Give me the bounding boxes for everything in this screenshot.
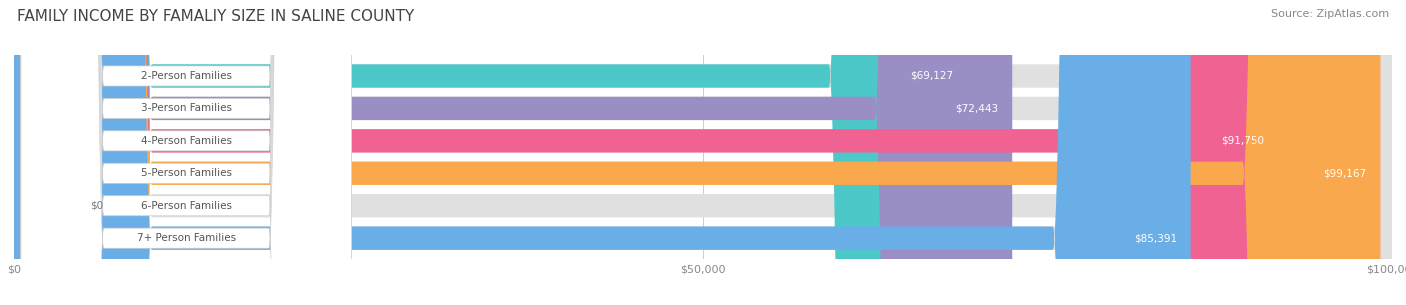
- FancyBboxPatch shape: [21, 0, 351, 305]
- Text: 2-Person Families: 2-Person Families: [141, 71, 232, 81]
- Text: $69,127: $69,127: [910, 71, 953, 81]
- FancyBboxPatch shape: [21, 0, 351, 305]
- FancyBboxPatch shape: [14, 0, 1392, 305]
- FancyBboxPatch shape: [14, 0, 62, 305]
- Text: $91,750: $91,750: [1222, 136, 1264, 146]
- FancyBboxPatch shape: [21, 0, 351, 305]
- FancyBboxPatch shape: [21, 0, 351, 305]
- Text: 7+ Person Families: 7+ Person Families: [136, 233, 236, 243]
- Text: Source: ZipAtlas.com: Source: ZipAtlas.com: [1271, 9, 1389, 19]
- FancyBboxPatch shape: [14, 0, 1392, 305]
- FancyBboxPatch shape: [14, 0, 1381, 305]
- Text: 4-Person Families: 4-Person Families: [141, 136, 232, 146]
- FancyBboxPatch shape: [21, 0, 351, 305]
- Text: FAMILY INCOME BY FAMALIY SIZE IN SALINE COUNTY: FAMILY INCOME BY FAMALIY SIZE IN SALINE …: [17, 9, 415, 24]
- FancyBboxPatch shape: [14, 0, 1392, 305]
- Text: $0: $0: [90, 201, 103, 211]
- Text: $99,167: $99,167: [1323, 168, 1367, 178]
- Text: $85,391: $85,391: [1133, 233, 1177, 243]
- Text: 6-Person Families: 6-Person Families: [141, 201, 232, 211]
- FancyBboxPatch shape: [14, 0, 1392, 305]
- Text: $72,443: $72,443: [955, 103, 998, 113]
- FancyBboxPatch shape: [14, 0, 1278, 305]
- FancyBboxPatch shape: [14, 0, 1392, 305]
- Text: 3-Person Families: 3-Person Families: [141, 103, 232, 113]
- FancyBboxPatch shape: [14, 0, 1392, 305]
- FancyBboxPatch shape: [14, 0, 1191, 305]
- FancyBboxPatch shape: [14, 0, 1012, 305]
- Text: 5-Person Families: 5-Person Families: [141, 168, 232, 178]
- FancyBboxPatch shape: [14, 0, 966, 305]
- FancyBboxPatch shape: [21, 0, 351, 305]
